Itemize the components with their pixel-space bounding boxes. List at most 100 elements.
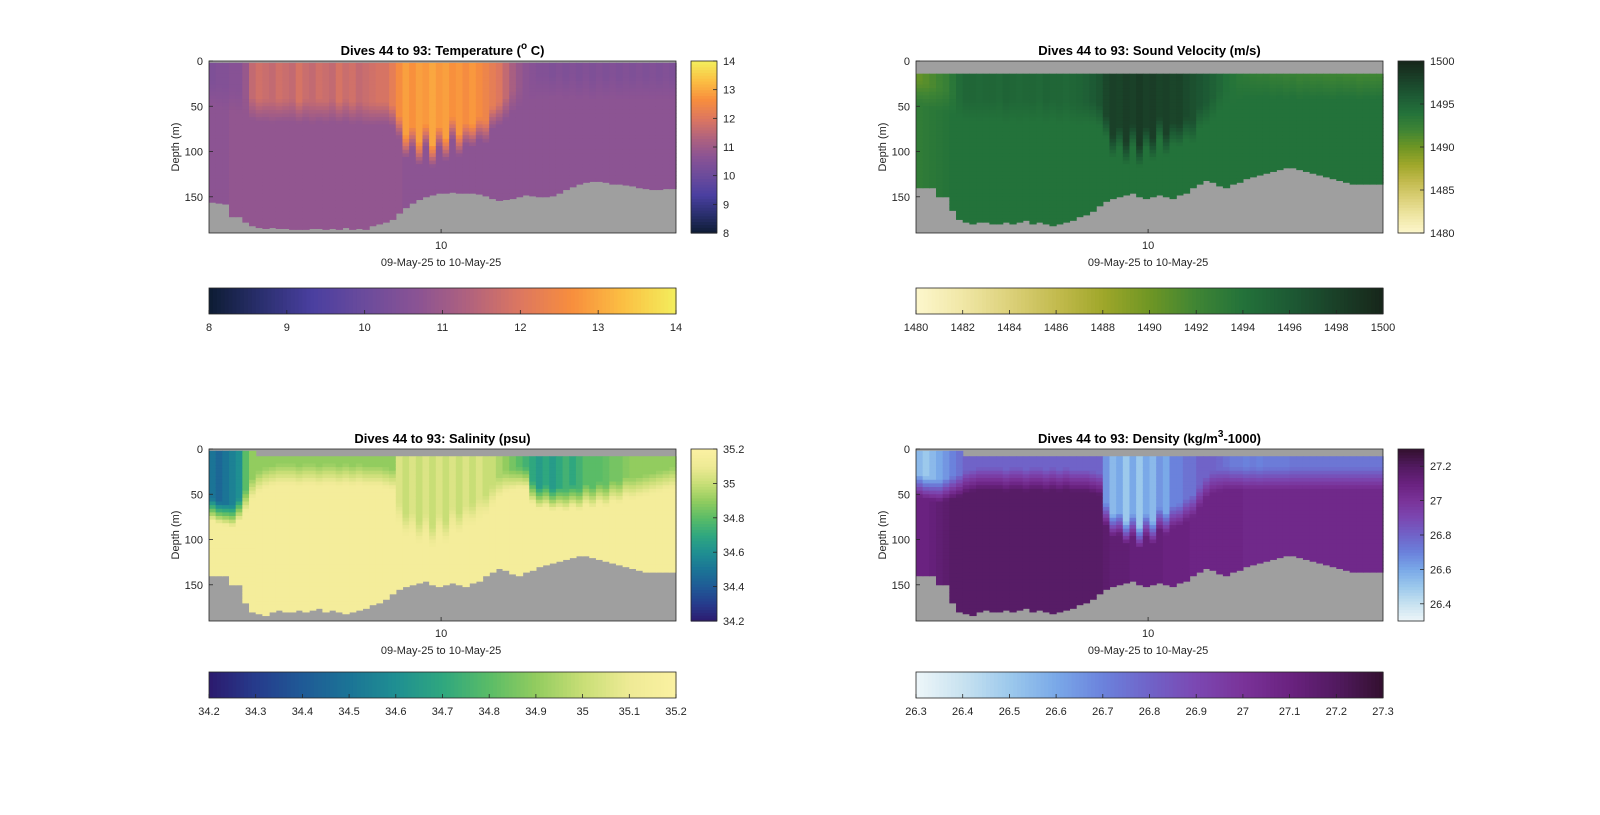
data-cell xyxy=(249,102,257,107)
data-cell xyxy=(1202,102,1211,107)
data-cell xyxy=(642,131,650,136)
data-cell xyxy=(449,113,457,118)
data-cell xyxy=(269,99,277,104)
data-cell xyxy=(642,160,650,165)
data-cell xyxy=(289,102,297,107)
data-cell xyxy=(462,142,470,147)
data-cell xyxy=(976,113,984,118)
data-cell xyxy=(642,142,650,147)
data-cell xyxy=(916,77,924,82)
data-cell xyxy=(1042,149,1051,154)
data-cell xyxy=(1029,88,1037,93)
data-cell xyxy=(609,156,617,162)
colorbar-swatch xyxy=(691,63,717,68)
data-cell xyxy=(315,124,324,129)
data-cell xyxy=(1276,138,1284,143)
data-cell xyxy=(629,149,637,154)
data-cell xyxy=(1022,138,1031,143)
data-cell xyxy=(489,70,497,75)
colorbar-swatch xyxy=(419,288,424,314)
data-cell xyxy=(502,127,510,133)
data-cell xyxy=(209,95,217,100)
data-cell xyxy=(289,211,297,216)
data-cell xyxy=(1176,171,1184,176)
data-cell xyxy=(1016,196,1024,201)
colorbar-swatch xyxy=(216,288,222,314)
data-cell xyxy=(1176,167,1184,172)
data-cell xyxy=(1069,185,1077,191)
data-cell xyxy=(962,160,970,165)
data-cell xyxy=(455,175,464,180)
data-cell xyxy=(1029,200,1037,205)
data-cell xyxy=(515,135,524,140)
data-cell xyxy=(515,70,524,75)
data-cell xyxy=(435,80,444,86)
data-cell xyxy=(942,80,950,86)
data-cell xyxy=(1109,113,1117,118)
colorbar-swatch xyxy=(290,288,296,314)
colorbar-tick-label: 11 xyxy=(723,142,734,154)
data-cell xyxy=(329,222,337,227)
data-cell xyxy=(949,142,957,147)
data-cell xyxy=(969,146,977,151)
data-cell xyxy=(602,171,610,176)
data-cell xyxy=(662,109,670,114)
data-cell xyxy=(1249,80,1257,86)
data-cell xyxy=(936,84,944,89)
data-cell xyxy=(222,135,230,140)
data-cell xyxy=(329,117,337,122)
data-cell xyxy=(289,178,297,183)
data-cell xyxy=(1256,171,1264,176)
data-cell xyxy=(335,146,344,151)
data-cell xyxy=(922,178,930,183)
data-cell xyxy=(1269,102,1277,107)
data-cell xyxy=(215,167,223,172)
data-cell xyxy=(249,218,257,223)
data-cell xyxy=(529,182,537,187)
data-cell xyxy=(502,196,510,201)
data-cell xyxy=(209,117,217,122)
data-cell xyxy=(229,62,237,67)
data-cell xyxy=(402,73,410,78)
data-cell xyxy=(569,91,577,96)
data-cell xyxy=(515,84,524,89)
data-cell xyxy=(355,207,364,212)
data-cell xyxy=(996,127,1004,133)
data-cell xyxy=(262,153,270,158)
colorbar-swatch xyxy=(691,72,717,76)
data-cell xyxy=(1002,102,1010,107)
data-cell xyxy=(215,138,223,143)
data-cell xyxy=(222,153,230,158)
data-cell xyxy=(996,207,1004,212)
data-cell xyxy=(509,131,517,136)
data-cell xyxy=(215,62,223,67)
data-cell xyxy=(235,175,243,180)
data-cell xyxy=(209,99,217,104)
data-cell xyxy=(1056,77,1064,82)
panel-sound_velocity: Dives 44 to 93: Sound Velocity (m/s)0501… xyxy=(877,43,1454,334)
data-cell xyxy=(642,135,650,140)
data-cell xyxy=(629,175,637,180)
data-cell xyxy=(282,196,290,201)
data-cell xyxy=(1089,73,1097,78)
data-cell xyxy=(1009,109,1017,114)
data-cell xyxy=(1016,95,1024,100)
data-cell xyxy=(542,124,550,129)
data-cell xyxy=(649,77,657,82)
data-cell xyxy=(562,124,570,129)
data-cell xyxy=(1036,135,1044,140)
data-cell xyxy=(269,66,277,71)
data-cell xyxy=(535,175,544,180)
data-cell xyxy=(669,156,677,162)
colorbar-swatch xyxy=(691,138,717,142)
data-cell xyxy=(649,156,657,162)
data-cell xyxy=(542,62,550,67)
data-cell xyxy=(535,178,544,183)
data-cell xyxy=(916,80,924,86)
data-cell xyxy=(1036,84,1044,89)
data-cell xyxy=(209,70,217,75)
data-cell xyxy=(1282,99,1291,104)
data-cell xyxy=(1182,113,1191,118)
data-cell xyxy=(575,120,584,125)
data-cell xyxy=(1276,160,1284,165)
